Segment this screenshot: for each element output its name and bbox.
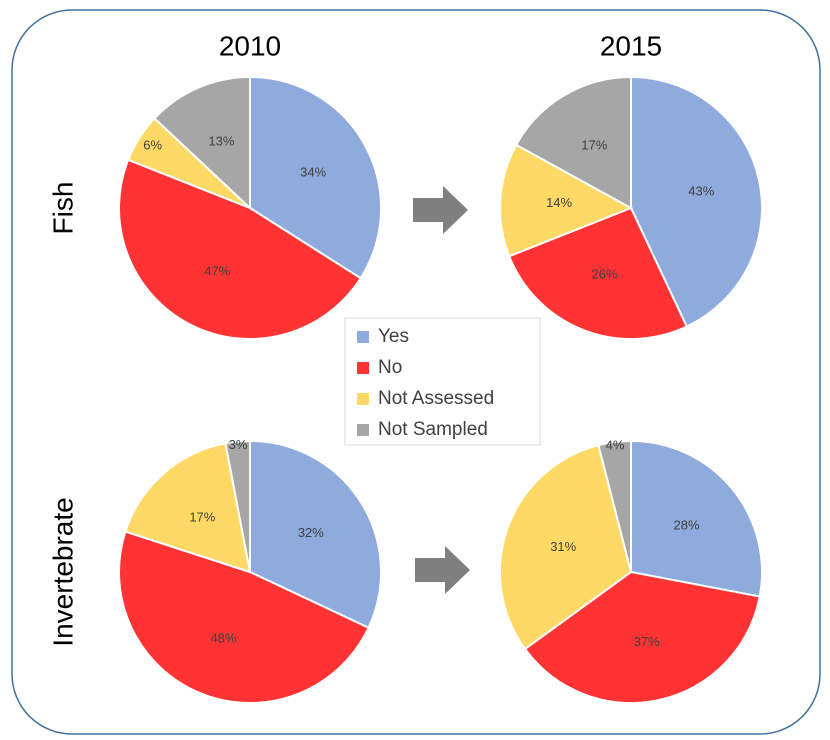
column-label: 2010	[219, 30, 281, 61]
data-label: 17%	[189, 509, 215, 524]
legend-swatch	[357, 393, 369, 405]
data-label: 4%	[606, 437, 625, 452]
pie-slice	[124, 442, 252, 574]
data-label: 32%	[298, 525, 324, 540]
arrow	[415, 546, 470, 594]
legend-swatch	[357, 362, 369, 374]
pie-slice	[118, 530, 370, 704]
data-label: 34%	[300, 165, 326, 180]
pie-slice	[514, 75, 632, 210]
data-label: 43%	[688, 184, 714, 199]
legend-swatch	[357, 331, 369, 343]
data-label: 31%	[550, 539, 576, 554]
pie-slice	[153, 75, 251, 211]
data-label: 6%	[143, 138, 162, 153]
row-label: Fish	[47, 182, 78, 235]
data-label: 17%	[581, 137, 607, 152]
pie-slice	[523, 570, 761, 704]
legend-label: No	[378, 357, 402, 378]
data-label: 37%	[634, 634, 660, 649]
data-label: 48%	[210, 630, 236, 645]
data-label: 47%	[204, 264, 230, 279]
pie-slice	[630, 439, 763, 598]
arrow	[413, 186, 468, 234]
column-label: 2015	[600, 30, 662, 61]
pie-slice	[507, 206, 689, 340]
data-label: 3%	[229, 437, 248, 452]
pie-slice	[630, 75, 763, 328]
row-label: Invertebrate	[47, 497, 78, 646]
legend-label: Not Sampled	[378, 419, 488, 440]
pie-slice	[118, 158, 362, 340]
data-label: 13%	[208, 133, 234, 148]
pie-slice	[499, 143, 634, 258]
pie-slice	[224, 439, 251, 573]
data-label: 26%	[591, 266, 617, 281]
legend	[344, 317, 541, 446]
pie-slice	[249, 439, 382, 630]
legend-swatch	[357, 424, 369, 436]
legend-label: Not Assessed	[378, 388, 494, 409]
pie-slice	[499, 443, 633, 651]
legend-label: Yes	[378, 326, 409, 347]
data-label: 14%	[546, 195, 572, 210]
data-label: 28%	[673, 518, 699, 533]
pie-slice	[597, 439, 632, 573]
